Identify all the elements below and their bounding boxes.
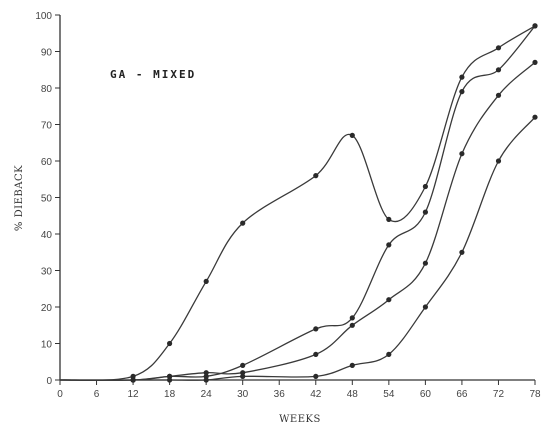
y-tick-label: 40 bbox=[41, 230, 53, 241]
x-tick-label: 78 bbox=[529, 389, 541, 400]
series-3-point bbox=[532, 59, 538, 65]
series-4-point bbox=[495, 158, 502, 164]
x-tick-label: 30 bbox=[237, 389, 249, 400]
series-4-point bbox=[240, 373, 246, 379]
series-3-point bbox=[313, 351, 319, 357]
series-1-point bbox=[203, 278, 209, 284]
y-tick-label: 20 bbox=[41, 303, 53, 314]
series-2-point bbox=[386, 242, 392, 248]
series-2-point bbox=[203, 373, 209, 379]
x-tick-label: 24 bbox=[201, 389, 213, 400]
series-3-point bbox=[203, 370, 209, 376]
series-2-point bbox=[349, 315, 355, 321]
x-tick-label: 18 bbox=[164, 389, 176, 400]
series-4-point bbox=[386, 351, 392, 357]
y-tick-label: 0 bbox=[46, 376, 52, 387]
series-2-point bbox=[313, 326, 319, 332]
y-tick-label: 90 bbox=[41, 48, 53, 59]
series-1-point bbox=[386, 216, 392, 222]
series-2-point bbox=[240, 362, 246, 368]
series-2-point bbox=[422, 209, 428, 215]
series-3-point bbox=[349, 322, 355, 328]
x-tick-label: 60 bbox=[420, 389, 432, 400]
series-4-point bbox=[349, 362, 355, 368]
series-2-point bbox=[459, 89, 465, 95]
x-tick-label: 36 bbox=[274, 389, 286, 400]
x-tick-label: 42 bbox=[310, 389, 322, 400]
x-tick-label: 72 bbox=[493, 389, 505, 400]
series-1-point bbox=[130, 373, 136, 379]
y-tick-label: 70 bbox=[41, 121, 53, 132]
y-tick-label: 50 bbox=[41, 194, 53, 205]
x-tick-label: 66 bbox=[456, 389, 468, 400]
y-tick-label: 30 bbox=[41, 267, 53, 278]
series-3-point bbox=[459, 151, 465, 157]
series-4-point bbox=[130, 377, 136, 383]
x-tick-label: 6 bbox=[94, 389, 100, 400]
series-2-point bbox=[532, 23, 538, 29]
series-4-line bbox=[59, 116, 536, 381]
series-1-point bbox=[495, 45, 502, 51]
series-1-point bbox=[313, 173, 319, 179]
y-tick-label: 60 bbox=[41, 157, 53, 168]
x-axis-title: WEEKS bbox=[279, 414, 321, 425]
y-tick-label: 10 bbox=[41, 340, 53, 351]
series-4-point bbox=[167, 377, 173, 383]
x-tick-label: 54 bbox=[383, 389, 395, 400]
series-4-point bbox=[203, 377, 209, 383]
series-1-point bbox=[422, 183, 428, 190]
y-tick-label: 100 bbox=[35, 11, 52, 22]
y-axis-title: % DIEBACK bbox=[14, 165, 25, 231]
series-3-point bbox=[167, 373, 173, 379]
series-4-point bbox=[459, 249, 465, 255]
y-tick-label: 80 bbox=[41, 84, 53, 95]
series-3-point bbox=[495, 92, 502, 98]
series-3-point bbox=[386, 297, 392, 303]
series-1-point bbox=[459, 74, 465, 80]
x-tick-label: 12 bbox=[128, 389, 140, 400]
x-tick-label: 48 bbox=[347, 389, 359, 400]
series-4-point bbox=[313, 373, 319, 379]
series-1-point bbox=[167, 340, 173, 347]
chart-annotation: GA - MIXED bbox=[110, 68, 196, 81]
series-2-point bbox=[495, 67, 502, 73]
series-3-point bbox=[240, 370, 246, 376]
series-group bbox=[59, 23, 538, 383]
series-3-point bbox=[422, 260, 428, 266]
axes: 0 6 12 18 24 30 36 42 48 54 60 66 72 78 0 10 20 30 40 50 60 7… bbox=[35, 11, 541, 400]
series-4-point bbox=[532, 114, 538, 120]
series-1-point bbox=[349, 132, 355, 138]
x-tick-label: 0 bbox=[57, 389, 63, 400]
series-1-point bbox=[240, 220, 246, 226]
series-4-point bbox=[422, 304, 428, 310]
series-3-line bbox=[59, 61, 536, 381]
